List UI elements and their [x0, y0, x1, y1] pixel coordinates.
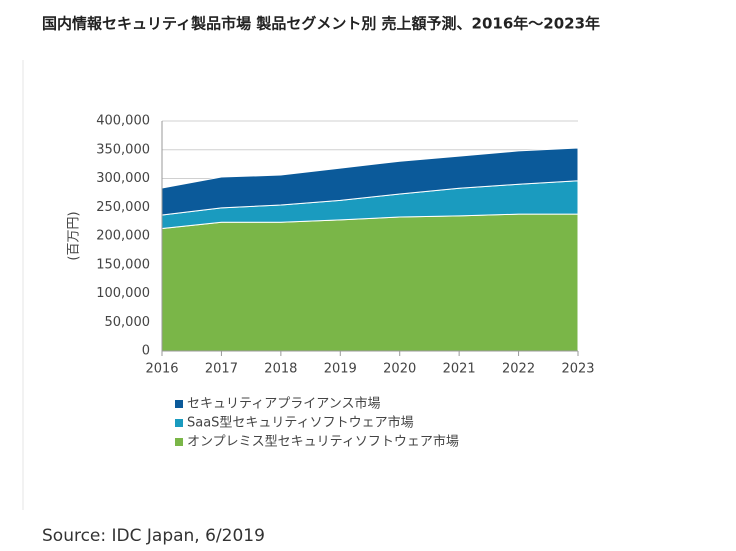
y-tick-label: 150,000 — [96, 257, 150, 272]
legend-swatch — [175, 438, 183, 446]
y-tick-label: 200,000 — [96, 229, 150, 244]
y-tick-label: 300,000 — [96, 171, 150, 186]
y-axis-label: (百万円) — [67, 211, 82, 260]
legend-label: オンプレミス型セキュリティソフトウェア市場 — [187, 434, 459, 450]
x-tick-label: 2017 — [205, 362, 238, 377]
y-tick-label: 0 — [142, 344, 150, 359]
x-tick-label: 2022 — [502, 362, 535, 377]
y-tick-label: 350,000 — [96, 142, 150, 157]
chart-title: 国内情報セキュリティ製品市場 製品セグメント別 売上額予測、2016年～2023… — [42, 15, 600, 33]
y-tick-label: 100,000 — [96, 286, 150, 301]
area — [161, 213, 579, 352]
legend-label: SaaS型セキュリティソフトウェア市場 — [187, 415, 414, 431]
y-tick-label: 400,000 — [96, 114, 150, 129]
x-tick-label: 2021 — [443, 362, 476, 377]
x-tick-label: 2020 — [383, 362, 416, 377]
x-tick-label: 2018 — [264, 362, 297, 377]
area — [161, 147, 579, 216]
y-tick-label: 250,000 — [96, 200, 150, 215]
x-tick-label: 2019 — [324, 362, 357, 377]
y-tick-label: 50,000 — [105, 315, 151, 330]
x-tick-label: 2016 — [145, 362, 178, 377]
legend-label: セキュリティアプライアンス市場 — [187, 396, 380, 412]
x-tick-label: 2023 — [561, 362, 594, 377]
legend-swatch — [175, 419, 183, 427]
source: Source: IDC Japan, 6/2019 — [42, 526, 265, 546]
legend-swatch — [175, 400, 183, 408]
